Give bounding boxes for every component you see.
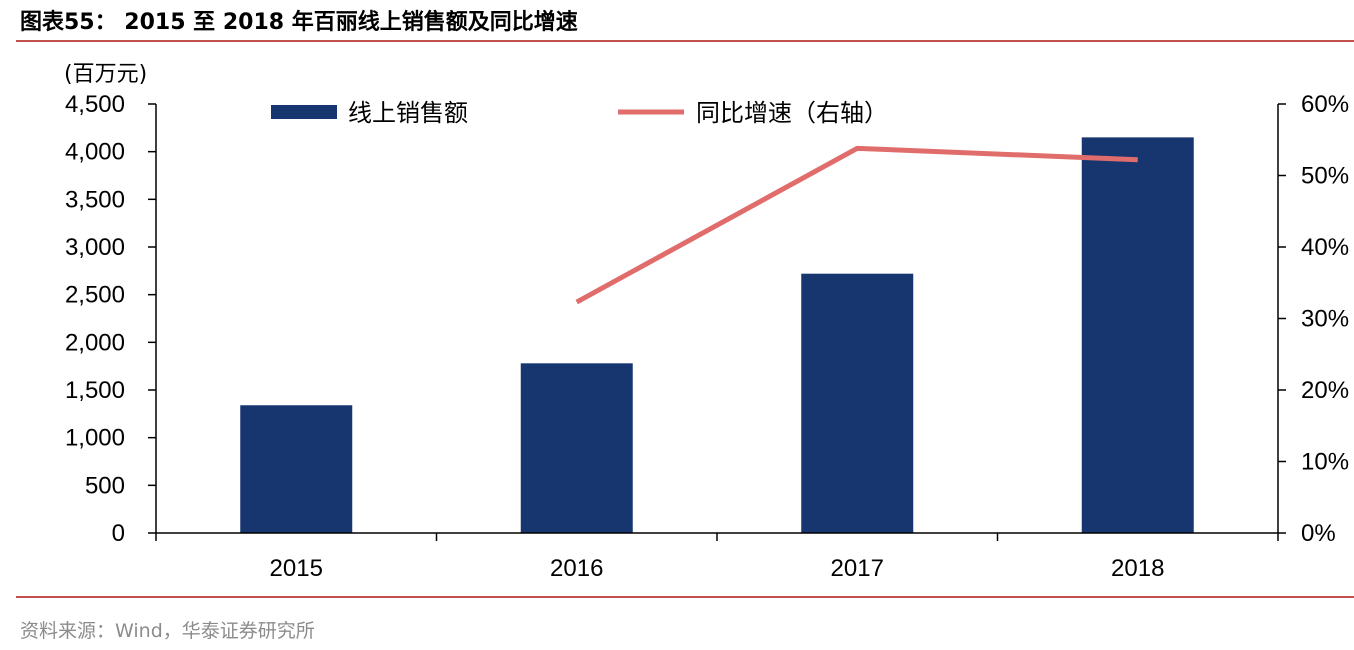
x-tick-label: 2018 [1111,555,1164,582]
figure-title: 图表55： 2015 至 2018 年百丽线上销售额及同比增速 [20,10,578,35]
y-tick-label: 500 [85,472,125,499]
y-tick-label: 4,500 [65,91,125,118]
y2-tick-label: 50% [1301,163,1349,190]
y2-tick-label: 10% [1301,449,1349,476]
bars-layer [240,137,1194,533]
y2-tick-label: 60% [1301,91,1349,118]
legend-line-label: 同比增速（右轴） [696,99,888,127]
y-tick-label: 2,000 [65,329,125,356]
y2-tick-label: 0% [1301,520,1336,547]
bar-2015 [240,405,353,533]
y-axis-unit-label: (百万元) [64,62,147,87]
y-tick-label: 3,500 [65,186,125,213]
line-layer [575,145,1138,305]
legend-bar-swatch [271,105,337,119]
y-tick-label: 2,500 [65,282,125,309]
bar-2016 [520,363,633,533]
source-note: 资料来源：Wind，华泰证券研究所 [20,620,315,642]
y2-tick-label: 40% [1301,234,1349,261]
legend-bar-label: 线上销售额 [348,99,468,127]
y-tick-label: 1,000 [65,425,125,452]
y-tick-label: 3,000 [65,234,125,261]
x-tick-label: 2015 [270,555,323,582]
chart: (百万元) 0 500 1,000 1,500 2,000 2,500 3,000 3,500… [64,62,1349,582]
y2-tick-label: 20% [1301,377,1349,404]
y-tick-label: 1,500 [65,377,125,404]
y-tick-label: 0 [112,520,125,547]
growth-rate-line [575,145,1138,305]
y2-tick-label: 30% [1301,306,1349,333]
source-divider [16,596,1354,598]
title-divider [16,40,1354,42]
axes-layer: 0 500 1,000 1,500 2,000 2,500 3,000 3,500 4,000 4… [65,91,1349,582]
bar-2018 [1081,137,1194,533]
legend: 线上销售额 同比增速（右轴） [271,99,888,127]
x-tick-label: 2017 [831,555,884,582]
x-tick-label: 2016 [550,555,603,582]
bar-2017 [801,273,914,533]
y-tick-label: 4,000 [65,139,125,166]
